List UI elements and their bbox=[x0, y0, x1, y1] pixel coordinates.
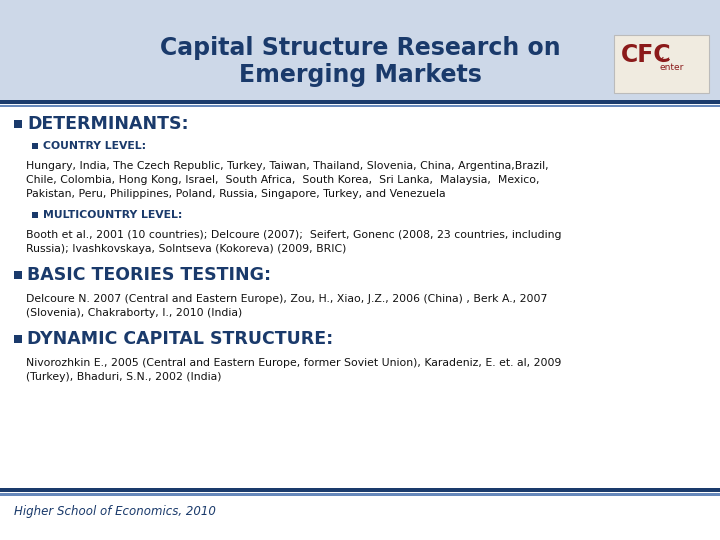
Text: Booth et al., 2001 (10 countries); Delcoure (2007);  Seifert, Gonenc (2008, 23 c: Booth et al., 2001 (10 countries); Delco… bbox=[26, 230, 562, 254]
Text: Nivorozhkin E., 2005 (Central and Eastern Europe, former Soviet Union), Karadeni: Nivorozhkin E., 2005 (Central and Easter… bbox=[26, 358, 562, 382]
Bar bbox=[32, 212, 37, 218]
Text: DETERMINANTS:: DETERMINANTS: bbox=[27, 115, 189, 133]
Text: Capital Structure Research on: Capital Structure Research on bbox=[160, 36, 560, 60]
Text: DYNAMIC CAPITAL STRUCTURE:: DYNAMIC CAPITAL STRUCTURE: bbox=[27, 330, 333, 348]
Text: CFC: CFC bbox=[621, 43, 672, 67]
Text: Hungary, India, The Czech Republic, Turkey, Taiwan, Thailand, Slovenia, China, A: Hungary, India, The Czech Republic, Turk… bbox=[26, 161, 549, 199]
Text: MULTICOUNTRY LEVEL:: MULTICOUNTRY LEVEL: bbox=[43, 210, 182, 220]
Text: COUNTRY LEVEL:: COUNTRY LEVEL: bbox=[43, 141, 146, 151]
Bar bbox=[14, 271, 22, 279]
Text: Delcoure N. 2007 (Central and Eastern Europe), Zou, H., Xiao, J.Z., 2006 (China): Delcoure N. 2007 (Central and Eastern Eu… bbox=[26, 294, 547, 318]
Bar bbox=[14, 120, 22, 128]
Bar bbox=[14, 335, 22, 343]
Text: B: B bbox=[17, 23, 66, 79]
Text: Emerging Markets: Emerging Markets bbox=[238, 63, 482, 87]
Text: enter: enter bbox=[659, 64, 683, 72]
Bar bbox=[32, 143, 37, 148]
Text: BASIC TEORIES TESTING:: BASIC TEORIES TESTING: bbox=[27, 266, 271, 284]
Text: ←: ← bbox=[659, 53, 670, 66]
Text: Higher School of Economics, 2010: Higher School of Economics, 2010 bbox=[14, 505, 216, 518]
